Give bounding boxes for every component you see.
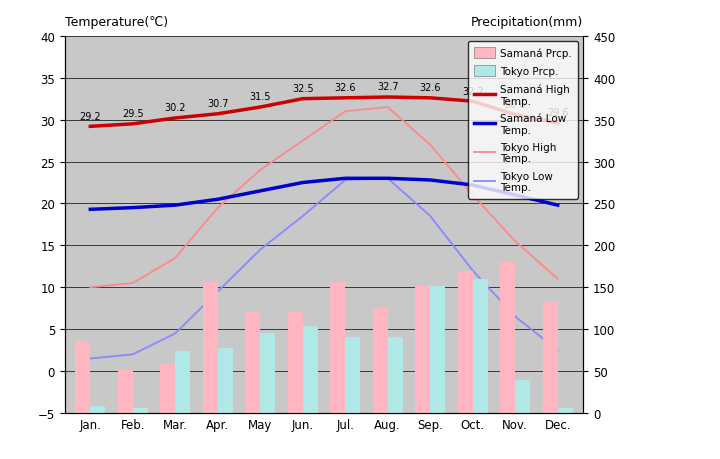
- Tokyo Low
Temp.: [554, 347, 562, 353]
- Tokyo Low
Temp.: [384, 176, 392, 182]
- Tokyo Low
Temp.: [426, 214, 435, 219]
- Samaná Low
Temp.: [426, 178, 435, 183]
- Bar: [217, 348, 233, 413]
- Tokyo High
Temp.: [511, 239, 520, 244]
- Samaná High
Temp.: [128, 122, 137, 127]
- Samaná High
Temp.: [384, 95, 392, 101]
- Samaná High
Temp.: [511, 112, 520, 118]
- Samaná Low
Temp.: [171, 203, 179, 208]
- Samaná High
Temp.: [341, 96, 350, 101]
- Text: 32.7: 32.7: [377, 82, 399, 92]
- Samaná Low
Temp.: [256, 189, 264, 194]
- Text: 32.2: 32.2: [462, 86, 484, 96]
- Samaná High
Temp.: [213, 112, 222, 117]
- Samaná High
Temp.: [426, 96, 435, 101]
- Samaná High
Temp.: [298, 97, 307, 102]
- Text: 29.5: 29.5: [122, 109, 143, 119]
- Text: 29.6: 29.6: [547, 108, 569, 118]
- Bar: [203, 283, 217, 413]
- Tokyo High
Temp.: [384, 105, 392, 111]
- Bar: [76, 341, 90, 413]
- Tokyo Low
Temp.: [213, 289, 222, 295]
- Bar: [415, 286, 431, 413]
- Bar: [118, 370, 132, 413]
- Bar: [330, 283, 346, 413]
- Tokyo Low
Temp.: [469, 268, 477, 274]
- Bar: [132, 408, 148, 413]
- Bar: [346, 337, 360, 413]
- Bar: [458, 272, 473, 413]
- Text: 29.2: 29.2: [79, 112, 101, 122]
- Bar: [473, 279, 487, 413]
- Text: Temperature(℃): Temperature(℃): [65, 16, 168, 29]
- Text: 30.7: 30.7: [207, 99, 228, 109]
- Tokyo High
Temp.: [128, 281, 137, 286]
- Samaná Low
Temp.: [554, 203, 562, 208]
- Text: 30.2: 30.2: [165, 103, 186, 113]
- Samaná Low
Temp.: [384, 176, 392, 182]
- Bar: [558, 408, 572, 413]
- Bar: [388, 337, 402, 413]
- Bar: [373, 308, 388, 413]
- Tokyo High
Temp.: [341, 109, 350, 115]
- Tokyo High
Temp.: [426, 143, 435, 148]
- Samaná Low
Temp.: [86, 207, 94, 213]
- Samaná Low
Temp.: [469, 183, 477, 188]
- Text: 32.6: 32.6: [335, 83, 356, 93]
- Tokyo High
Temp.: [213, 206, 222, 211]
- Bar: [246, 313, 260, 413]
- Samaná Low
Temp.: [511, 193, 520, 198]
- Bar: [161, 364, 175, 413]
- Text: 31.5: 31.5: [250, 92, 271, 102]
- Tokyo Low
Temp.: [256, 247, 264, 253]
- Samaná Low
Temp.: [213, 197, 222, 202]
- Tokyo Low
Temp.: [298, 214, 307, 219]
- Samaná High
Temp.: [171, 116, 179, 122]
- Bar: [516, 381, 530, 413]
- Bar: [90, 406, 105, 413]
- Samaná High
Temp.: [469, 99, 477, 105]
- Tokyo Low
Temp.: [341, 178, 350, 183]
- Samaná High
Temp.: [86, 124, 94, 130]
- Samaná High
Temp.: [256, 105, 264, 111]
- Tokyo Low
Temp.: [128, 352, 137, 357]
- Line: Tokyo High
Temp.: Tokyo High Temp.: [90, 108, 558, 288]
- Tokyo High
Temp.: [171, 256, 179, 261]
- Tokyo High
Temp.: [469, 193, 477, 198]
- Bar: [260, 334, 275, 413]
- Tokyo High
Temp.: [86, 285, 94, 291]
- Tokyo Low
Temp.: [86, 356, 94, 362]
- Tokyo High
Temp.: [256, 168, 264, 174]
- Bar: [431, 286, 445, 413]
- Line: Samaná High
Temp.: Samaná High Temp.: [90, 98, 558, 127]
- Text: 32.6: 32.6: [420, 83, 441, 93]
- Bar: [302, 326, 318, 413]
- Line: Tokyo Low
Temp.: Tokyo Low Temp.: [90, 179, 558, 359]
- Tokyo Low
Temp.: [171, 331, 179, 336]
- Samaná High
Temp.: [554, 121, 562, 127]
- Tokyo Low
Temp.: [511, 314, 520, 319]
- Line: Samaná Low
Temp.: Samaná Low Temp.: [90, 179, 558, 210]
- Samaná Low
Temp.: [128, 206, 137, 211]
- Bar: [543, 301, 558, 413]
- Bar: [175, 351, 190, 413]
- Text: 32.5: 32.5: [292, 84, 314, 94]
- Bar: [288, 312, 302, 413]
- Samaná Low
Temp.: [298, 180, 307, 186]
- Text: Precipitation(mm): Precipitation(mm): [471, 16, 583, 29]
- Legend: Samaná Prcp., Tokyo Prcp., Samaná High
Temp., Samaná Low
Temp., Tokyo High
Temp.: Samaná Prcp., Tokyo Prcp., Samaná High T…: [468, 42, 578, 199]
- Bar: [500, 263, 516, 413]
- Text: 30.6: 30.6: [505, 100, 526, 110]
- Tokyo High
Temp.: [554, 276, 562, 282]
- Samaná Low
Temp.: [341, 176, 350, 182]
- Tokyo High
Temp.: [298, 139, 307, 144]
